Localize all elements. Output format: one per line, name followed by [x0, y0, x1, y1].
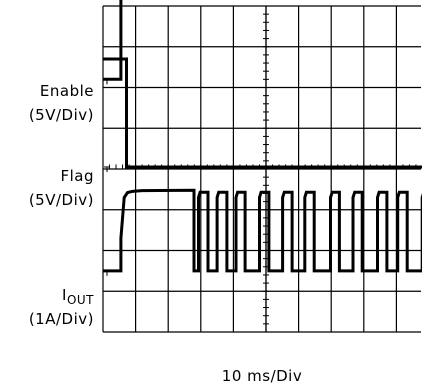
- iout-scale-label: (1A/Div): [29, 310, 94, 328]
- iout-label-main: I: [62, 286, 67, 304]
- trace-2: [103, 188, 422, 273]
- iout-label-subscript: OUT: [67, 293, 94, 307]
- scope-grid: [102, 5, 421, 333]
- trace-1: [103, 57, 422, 169]
- iout-label: IOUT: [62, 286, 94, 307]
- flag-scale-label: (5V/Div): [29, 191, 94, 209]
- time-base-label: 10 ms/Div: [222, 367, 302, 385]
- trace-0: [103, 0, 123, 81]
- ground-markers: [104, 78, 110, 276]
- enable-scale-label: (5V/Div): [29, 106, 94, 124]
- scope-traces: [103, 0, 422, 273]
- flag-label: Flag: [60, 167, 94, 185]
- enable-label: Enable: [40, 82, 94, 100]
